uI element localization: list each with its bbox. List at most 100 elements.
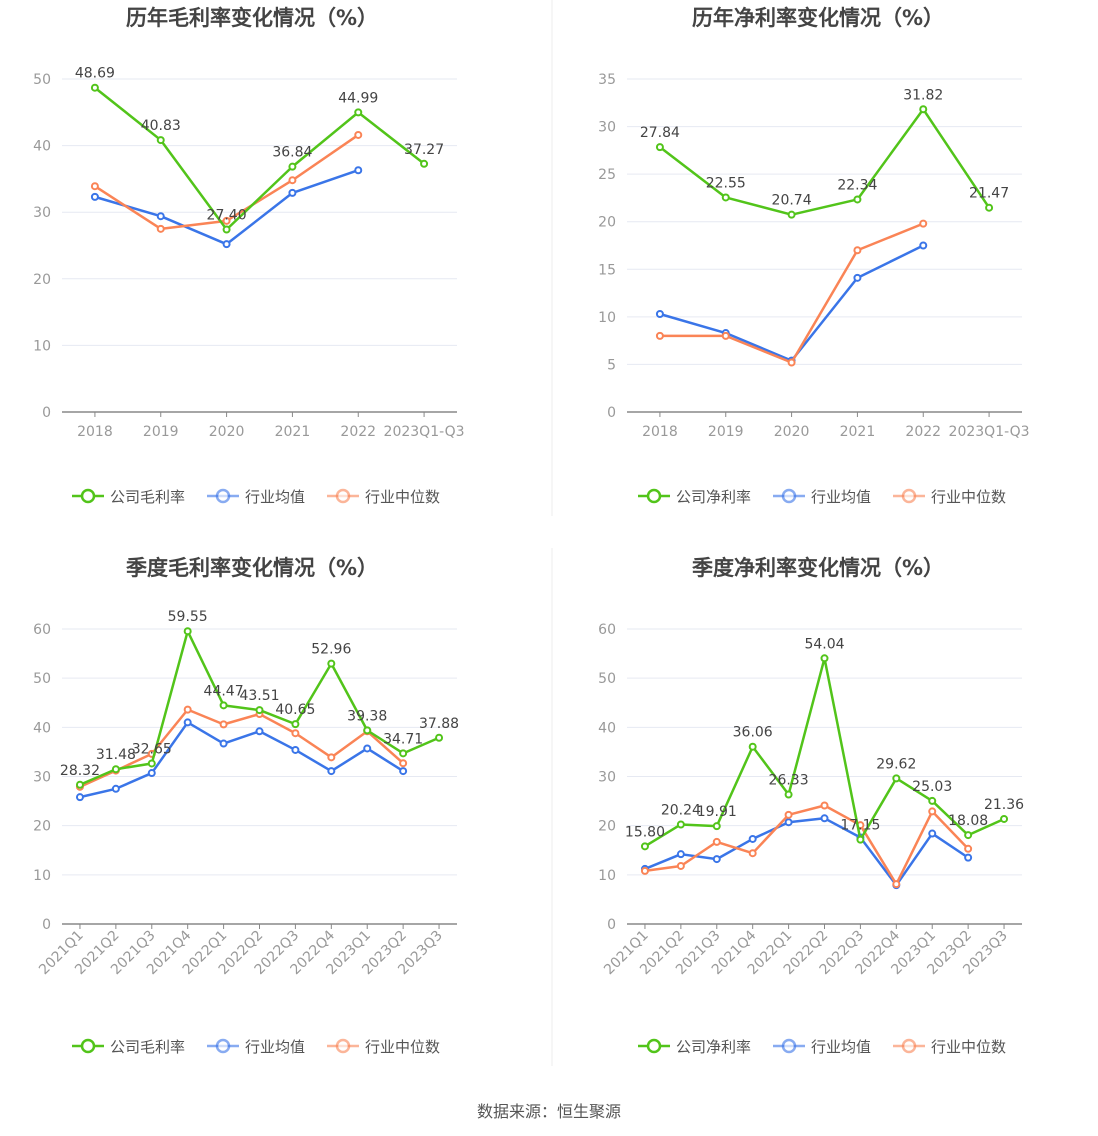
data-label: 36.84 (272, 145, 312, 161)
y-tick-label: 25 (598, 167, 616, 183)
y-tick-label: 60 (598, 622, 616, 638)
data-point-median (964, 844, 973, 853)
data-point-company (748, 742, 757, 751)
chart-title: 季度毛利率变化情况（%） (126, 556, 378, 580)
data-label: 44.99 (338, 90, 378, 106)
data-point-company (399, 749, 408, 758)
data-point-avg (156, 212, 165, 221)
series-line-avg (644, 817, 969, 887)
data-point-median (655, 331, 664, 340)
legend-item-avg[interactable]: 行业均值 (773, 488, 871, 506)
legend-marker-icon (781, 1038, 797, 1054)
legend-item-median[interactable]: 行业中位数 (893, 488, 1006, 506)
data-point-company (928, 796, 937, 805)
x-tick-label: 2020 (209, 424, 245, 440)
chart-title: 历年净利率变化情况（%） (692, 6, 944, 30)
x-tick-label: 2018 (77, 424, 113, 440)
data-point-company (147, 759, 156, 768)
data-point-median (399, 759, 408, 768)
data-label: 17.15 (840, 818, 880, 834)
legend-item-avg[interactable]: 行业均值 (207, 1038, 305, 1056)
data-point-median (156, 224, 165, 233)
data-label: 34.71 (383, 731, 423, 747)
x-tick-label: 2021 (840, 424, 876, 440)
data-point-avg (363, 744, 372, 753)
data-point-company (288, 162, 297, 171)
data-source: 数据来源：恒生聚源 (476, 1102, 621, 1121)
chart-panel-1: 历年毛利率变化情况（%） 0 10 20 30 40 50 2018 2019 2020 2021 2… (33, 6, 464, 506)
data-point-median (291, 729, 300, 738)
data-point-avg (327, 767, 336, 776)
data-label: 37.88 (419, 716, 459, 732)
legend-label: 行业中位数 (365, 488, 440, 506)
legend-label: 公司毛利率 (110, 1038, 185, 1056)
series-line-median (659, 222, 924, 364)
data-label: 40.65 (275, 702, 315, 718)
data-point-company (183, 627, 192, 636)
data-point-median (219, 720, 228, 729)
data-point-median (919, 219, 928, 228)
data-point-median (892, 880, 901, 889)
data-point-avg (919, 241, 928, 250)
data-point-company (712, 822, 721, 831)
y-tick-label: 30 (598, 120, 616, 136)
data-point-median (748, 849, 757, 858)
y-tick-label: 50 (598, 671, 616, 687)
legend-label: 行业中位数 (931, 488, 1006, 506)
data-label: 22.34 (837, 177, 877, 193)
data-point-company (784, 790, 793, 799)
legend-item-median[interactable]: 行业中位数 (327, 1038, 440, 1056)
data-label: 27.84 (640, 125, 680, 141)
data-label: 21.47 (969, 186, 1009, 202)
data-point-company (856, 835, 865, 844)
data-point-avg (712, 855, 721, 864)
data-point-company (964, 831, 973, 840)
legend-marker-icon (781, 488, 797, 504)
legend-item-avg[interactable]: 行业均值 (773, 1038, 871, 1056)
legend-item-company[interactable]: 公司毛利率 (72, 1038, 185, 1056)
data-point-median (787, 358, 796, 367)
data-point-avg (255, 727, 264, 736)
data-point-company (75, 780, 84, 789)
data-point-company (354, 108, 363, 117)
data-point-median (712, 837, 721, 846)
x-tick-label: 2020 (774, 424, 810, 440)
y-tick-label: 0 (607, 405, 616, 421)
legend-item-median[interactable]: 行业中位数 (893, 1038, 1006, 1056)
data-point-avg (288, 188, 297, 197)
series-line-median (644, 804, 970, 886)
data-point-median (820, 801, 829, 810)
data-point-avg (676, 850, 685, 859)
legend-label: 公司净利率 (676, 1038, 751, 1056)
data-point-company (222, 225, 231, 234)
data-label: 37.27 (404, 142, 444, 158)
legend-label: 行业均值 (245, 1038, 305, 1056)
data-point-median (327, 753, 336, 762)
legend-item-company[interactable]: 公司净利率 (638, 488, 751, 506)
data-point-company (676, 820, 685, 829)
legend-item-company[interactable]: 公司净利率 (638, 1038, 751, 1056)
data-label: 52.96 (311, 642, 351, 658)
legend-label: 行业中位数 (365, 1038, 440, 1056)
data-point-median (90, 182, 99, 191)
data-point-median (222, 216, 231, 225)
data-point-avg (147, 769, 156, 778)
legend-item-company[interactable]: 公司毛利率 (72, 488, 185, 506)
legend-marker-icon (901, 488, 917, 504)
x-tick-label: 2021 (275, 424, 311, 440)
data-label: 28.32 (60, 763, 100, 779)
data-point-median (853, 246, 862, 255)
x-tick-label: 2022 (905, 424, 941, 440)
y-tick-label: 0 (42, 917, 51, 933)
data-label: 40.83 (141, 118, 181, 134)
y-tick-label: 40 (598, 720, 616, 736)
data-label: 25.03 (912, 779, 952, 795)
legend-item-avg[interactable]: 行业均值 (207, 488, 305, 506)
data-label: 32.65 (132, 741, 172, 757)
legend-label: 行业均值 (811, 1038, 871, 1056)
data-point-avg (75, 793, 84, 802)
series-line-company (94, 86, 425, 231)
data-point-company (420, 159, 429, 168)
legend-item-median[interactable]: 行业中位数 (327, 488, 440, 506)
chart-title: 历年毛利率变化情况（%） (126, 6, 378, 30)
